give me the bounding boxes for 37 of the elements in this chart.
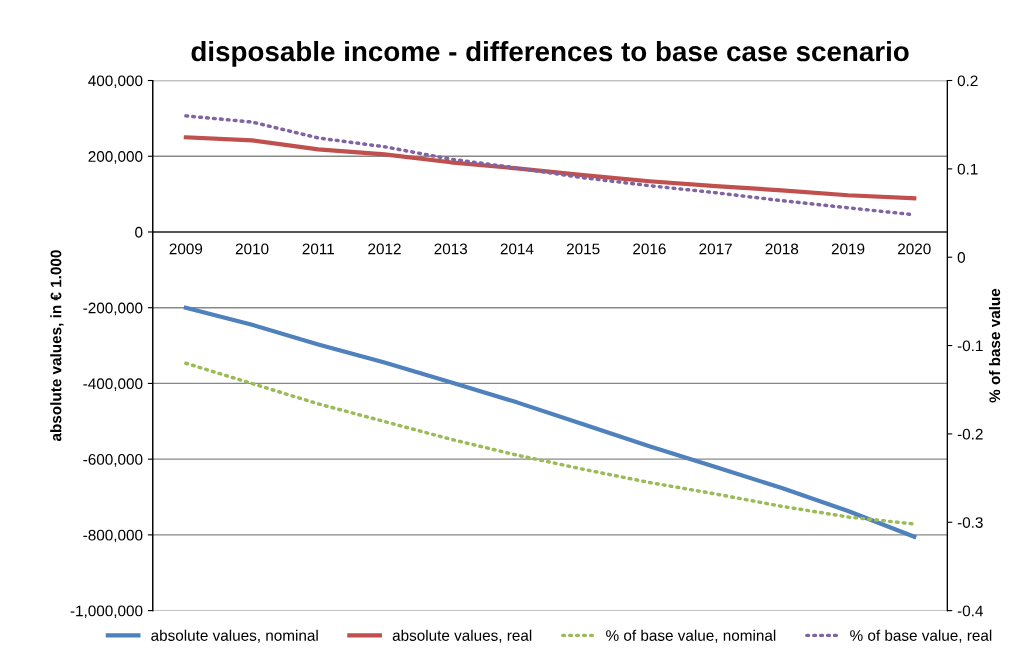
y2-tick-label: 0.1 [957, 163, 978, 175]
x-tick-label: 2012 [368, 243, 401, 255]
y2-tick-label: -0.4 [957, 605, 983, 617]
legend-label: absolute values, real [392, 629, 532, 643]
x-tick-label: 2018 [765, 243, 799, 255]
y2-tick-label: -0.1 [957, 340, 983, 352]
x-tick-label: 2019 [831, 243, 865, 255]
y-tick-label: -600,000 [83, 454, 143, 467]
y-tick-label: -800,000 [83, 529, 143, 543]
y-tick-label: -200,000 [83, 302, 143, 316]
legend-label: % of base value, nominal [606, 629, 776, 643]
x-tick-label: 2020 [898, 243, 931, 255]
x-tick-label: 2009 [169, 243, 203, 255]
y-tick-label: 0 [135, 226, 143, 238]
y-tick-label: -1,000,000 [70, 605, 143, 619]
line-series [184, 361, 917, 526]
line-series [183, 135, 917, 201]
x-tick-label: 2010 [235, 243, 269, 255]
y2-axis-title: % of base value [988, 288, 1001, 403]
x-tick-label: 2013 [434, 243, 468, 255]
x-tick-label: 2015 [566, 243, 600, 255]
legend-label: absolute values, nominal [151, 629, 318, 643]
x-tick-label: 2011 [302, 243, 334, 255]
x-tick-label: 2014 [500, 243, 534, 255]
chart-title: disposable income - differences to base case scenario [191, 40, 909, 67]
y2-tick-label: 0 [957, 252, 965, 263]
y2-tick-label: 0.2 [957, 75, 978, 87]
x-tick-label: 2016 [633, 243, 666, 255]
y2-tick-label: -0.2 [957, 428, 983, 440]
line-series [183, 305, 917, 539]
x-tick-label: 2017 [699, 243, 732, 255]
y-tick-label: -400,000 [83, 378, 143, 391]
y-tick-label: 400,000 [88, 75, 143, 89]
y-tick-label: 200,000 [88, 151, 143, 164]
y2-tick-label: -0.3 [957, 517, 983, 528]
legend-label: % of base value, real [850, 629, 992, 643]
y-axis-title: absolute values, in € 1.000 [50, 250, 64, 442]
